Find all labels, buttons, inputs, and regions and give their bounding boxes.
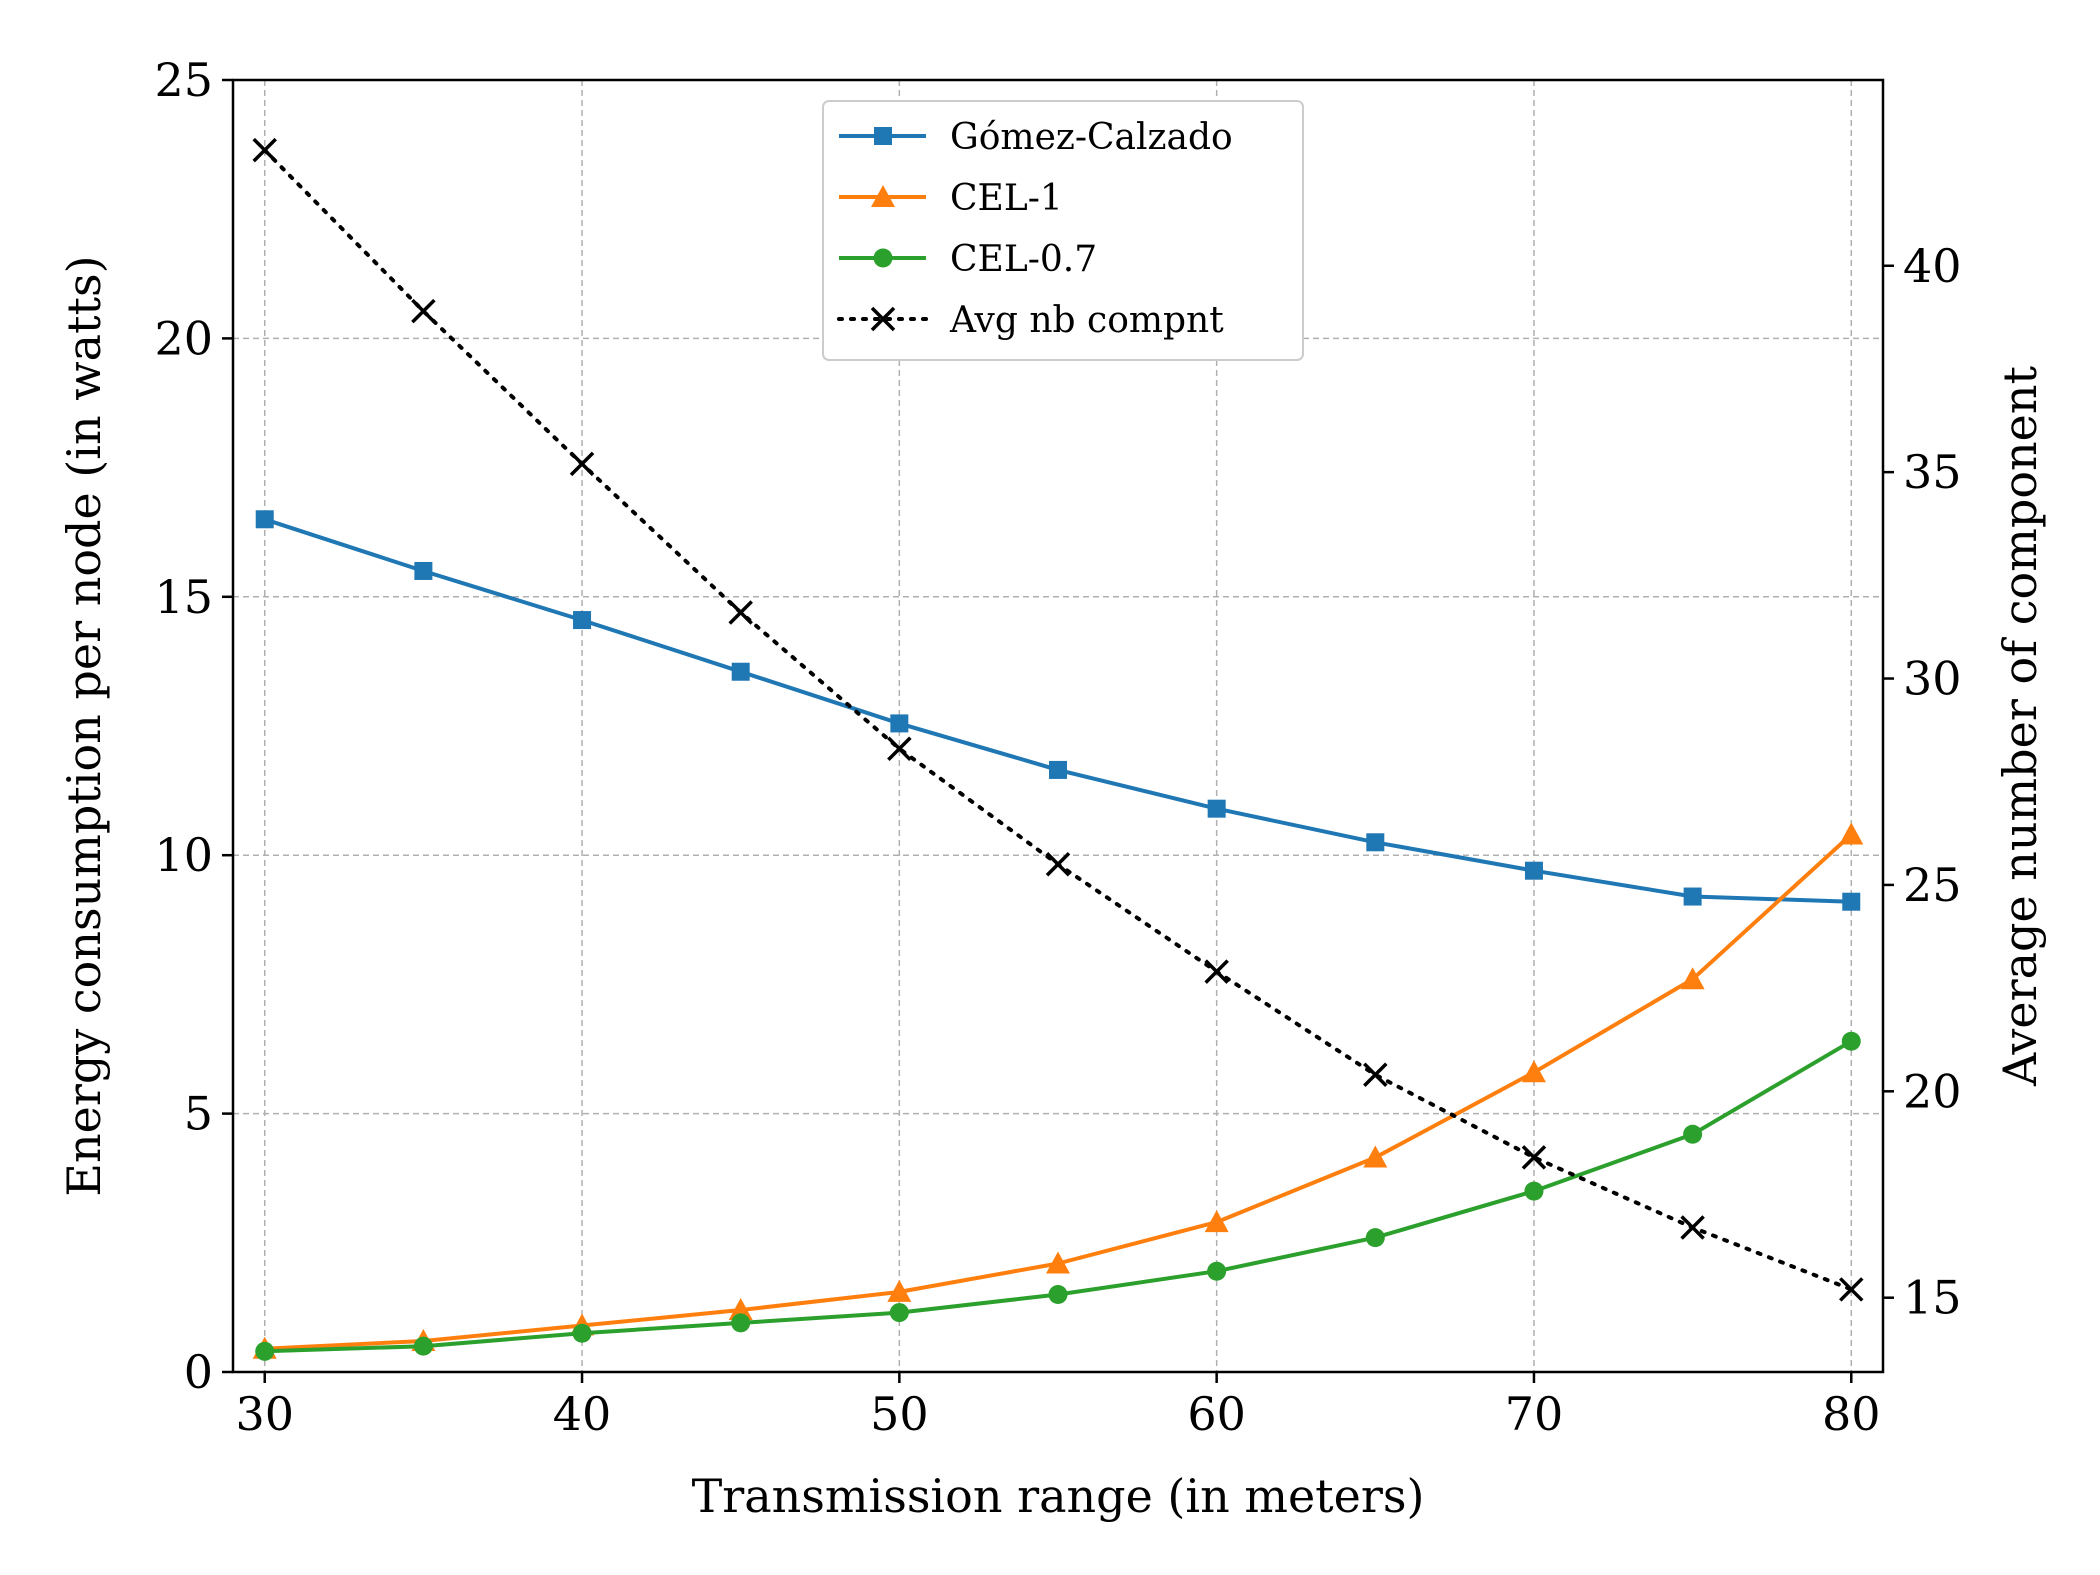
legend-marker-cel-1: [839, 185, 926, 207]
data-point: [1207, 1261, 1227, 1281]
x-marker-stroke: [728, 600, 753, 625]
data-point: [1046, 1251, 1070, 1274]
legend-marker-cel-0-7: [839, 248, 926, 268]
legend-label-cel-1: CEL-1: [950, 178, 1063, 219]
data-point: [1049, 760, 1067, 779]
y2-tick-label: 25: [1903, 858, 1962, 912]
data-point: [1048, 1284, 1068, 1304]
x-marker-stroke: [1839, 1277, 1864, 1302]
data-point: [1521, 1145, 1547, 1170]
x-tick-label: 40: [553, 1387, 612, 1441]
legend-marker-avg-nb-compnt: [837, 306, 928, 332]
series-g-mez-calzado: [255, 510, 1861, 911]
data-point: [889, 1303, 909, 1323]
data-point: [1045, 852, 1071, 877]
legend-marker-symbol: [874, 127, 892, 145]
y2-tick-label: 35: [1903, 445, 1962, 499]
x-marker-stroke: [411, 298, 436, 324]
data-point: [1363, 1062, 1388, 1088]
y-tick-label: 20: [154, 311, 213, 365]
y2-tick-label: 20: [1903, 1064, 1962, 1118]
data-point: [1683, 887, 1702, 906]
data-point: [1204, 959, 1229, 984]
x-marker-stroke: [870, 306, 896, 332]
y-tick-label: 15: [154, 570, 213, 624]
legend-entry-cel-0-7: CEL-0.7: [839, 239, 1097, 280]
x-tick-label: 70: [1505, 1387, 1564, 1441]
data-point: [890, 714, 909, 733]
y-tick-label: 10: [154, 828, 213, 882]
data-point: [728, 600, 753, 625]
y2-tick-label: 15: [1903, 1271, 1962, 1325]
data-point: [413, 1336, 433, 1356]
plot-frame: [231, 78, 1885, 1374]
legend-box: [822, 100, 1304, 361]
data-point: [1680, 967, 1705, 990]
x-marker-stroke: [887, 736, 912, 761]
x-tick-label: 50: [870, 1387, 929, 1441]
data-point: [1839, 822, 1864, 845]
data-point: [1204, 1210, 1229, 1233]
legend-marker-gomez: [839, 127, 926, 145]
data-point: [572, 1323, 592, 1343]
data-point: [1841, 1031, 1861, 1051]
y-axis-label: Energy consumption per node (in watts): [57, 255, 111, 1196]
legend-label-cel-0-7: CEL-0.7: [950, 239, 1097, 280]
legend-marker-symbol: [873, 248, 893, 268]
y2-tick-label: 40: [1903, 239, 1962, 293]
x-tick-label: 60: [1187, 1387, 1246, 1441]
x-tick-label: 30: [235, 1387, 294, 1441]
legend-marker-symbol: [870, 306, 896, 332]
data-point: [731, 662, 750, 681]
data-point: [1839, 1277, 1864, 1302]
x-axis-label: Transmission range (in meters): [692, 1469, 1425, 1523]
legend-entry-cel-1: CEL-1: [839, 178, 1063, 219]
data-point: [728, 1297, 753, 1320]
legend-label-gomez: Gómez-Calzado: [950, 117, 1233, 158]
data-point: [1842, 892, 1861, 911]
series-cel-0-7: [255, 1031, 1861, 1361]
data-point: [731, 1313, 751, 1333]
data-point: [1366, 833, 1385, 852]
data-point: [887, 1279, 912, 1302]
y2-tick-label: 30: [1903, 652, 1962, 706]
data-point: [1521, 1060, 1546, 1083]
axes: 30 40 50 60 70 80 0 5 10 15 20 25 15 20 25 30 35 40: [154, 53, 1961, 1441]
x-marker-stroke: [252, 137, 277, 163]
legend-marker-symbol: [871, 185, 895, 207]
x-marker-stroke: [1045, 852, 1071, 877]
x-marker-stroke: [1204, 959, 1229, 984]
data-point: [252, 137, 277, 163]
data-point: [1207, 799, 1226, 818]
data-point: [1680, 1215, 1705, 1240]
data-point: [255, 1341, 275, 1361]
legend: Gómez-Calzado CEL-1 CEL-0.7 Avg nb compn…: [822, 100, 1304, 361]
y2-axis-label: Average number of component: [1993, 366, 2047, 1087]
data-point: [414, 561, 433, 580]
data-point: [1524, 1181, 1544, 1201]
data-point: [1524, 861, 1543, 880]
y-tick-label: 25: [154, 53, 213, 107]
x-marker-stroke: [1680, 1215, 1705, 1240]
x-marker-stroke: [569, 451, 595, 477]
legend-entry-avg-nb-compnt: Avg nb compnt: [837, 300, 1224, 341]
x-tick-label: 80: [1822, 1387, 1881, 1441]
x-marker-stroke: [1521, 1145, 1547, 1170]
data-point: [569, 451, 595, 477]
data-point: [1363, 1145, 1388, 1168]
data-point: [255, 510, 274, 529]
data-point: [887, 736, 912, 761]
y-tick-label: 5: [184, 1087, 213, 1141]
series-layer: [252, 137, 1864, 1361]
data-point: [411, 298, 436, 324]
x-marker-stroke: [1363, 1062, 1388, 1088]
legend-label-avg-nb-compnt: Avg nb compnt: [949, 300, 1224, 341]
y-tick-label: 0: [184, 1345, 213, 1399]
series-avg-nb-compnt: [252, 137, 1864, 1302]
data-point: [1683, 1124, 1703, 1144]
legend-entry-gomez: Gómez-Calzado: [839, 117, 1233, 158]
data-point: [573, 611, 592, 630]
data-point: [1365, 1228, 1385, 1248]
